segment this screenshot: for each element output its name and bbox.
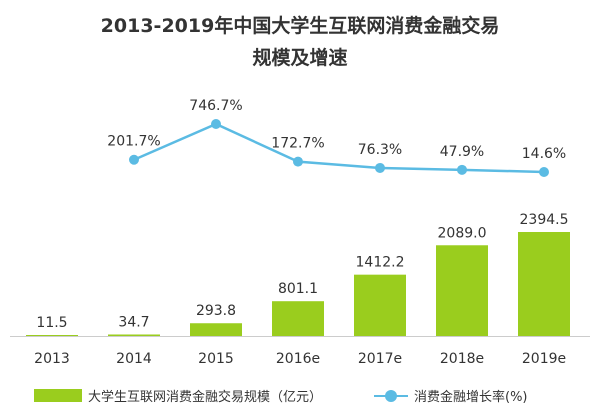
chart-title-line1: 2013-2019年中国大学生互联网消费金融交易	[100, 15, 500, 37]
x-tick-label-2013: 2013	[34, 351, 70, 367]
growth-label-2019e: 14.6%	[522, 146, 566, 162]
bar-2014	[108, 334, 160, 336]
bar-2013	[26, 335, 78, 336]
legend-line-label: 消费金融增长率(%)	[414, 390, 528, 405]
x-tick-label-2017e: 2017e	[358, 351, 402, 367]
x-tick-label-2018e: 2018e	[440, 351, 484, 367]
growth-label-2018e: 47.9%	[440, 144, 484, 160]
bar-value-label-2014: 34.7	[118, 314, 149, 330]
x-tick-label-2019e: 2019e	[522, 351, 566, 367]
legend-item-line: 消费金融增长率(%)	[374, 386, 528, 405]
bar-value-label-2019e: 2394.5	[520, 212, 569, 228]
growth-label-2017e: 76.3%	[358, 142, 402, 158]
legend: 大学生互联网消费金融交易规模（亿元） 消费金融增长率(%)	[0, 382, 600, 406]
bar-2018e	[436, 245, 488, 336]
x-tick-label-2014: 2014	[116, 351, 152, 367]
growth-point-2019e	[539, 167, 549, 177]
growth-point-2017e	[375, 162, 385, 173]
bar-value-label-2017e: 1412.2	[356, 255, 405, 271]
bar-2019e	[518, 232, 570, 336]
bar-2016e	[272, 301, 324, 336]
bar-value-label-2013: 11.5	[36, 315, 67, 331]
bar-2015	[190, 323, 242, 336]
bar-value-label-2018e: 2089.0	[438, 225, 487, 241]
bar-value-label-2015: 293.8	[196, 303, 236, 319]
x-tick-label-2016e: 2016e	[276, 351, 320, 367]
legend-bar-label: 大学生互联网消费金融交易规模（亿元）	[88, 390, 323, 405]
bar-value-label-2016e: 801.1	[278, 281, 318, 297]
chart-title-line2: 规模及增速	[252, 47, 348, 69]
legend-bar-swatch	[34, 389, 82, 402]
bar-2017e	[354, 274, 406, 336]
growth-point-2016e	[293, 156, 303, 167]
growth-label-2016e: 172.7%	[271, 136, 324, 152]
growth-label-2014: 201.7%	[107, 134, 160, 150]
growth-point-2018e	[457, 164, 467, 175]
growth-rate-line	[133, 122, 545, 174]
legend-item-bar: 大学生互联网消费金融交易规模（亿元）	[34, 386, 322, 405]
legend-line-swatch	[374, 389, 408, 403]
growth-point-2014	[129, 154, 139, 165]
growth-label-2015: 746.7%	[189, 98, 242, 114]
x-tick-label-2015: 2015	[198, 351, 234, 367]
growth-point-2015	[211, 119, 221, 129]
